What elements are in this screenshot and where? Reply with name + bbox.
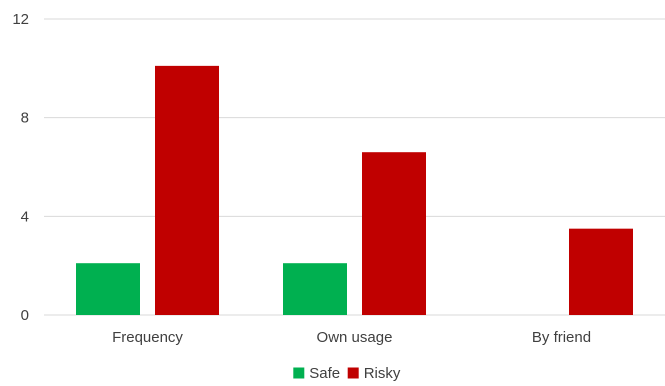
legend-label-risky: Risky bbox=[364, 365, 401, 382]
bar-risky-own-usage bbox=[362, 152, 426, 315]
y-tick-label: 12 bbox=[12, 11, 29, 28]
x-category-label: Own usage bbox=[317, 329, 393, 346]
bar-risky-by-friend bbox=[569, 228, 633, 315]
legend-swatch-risky bbox=[347, 367, 359, 379]
bar-safe-frequency bbox=[76, 263, 140, 315]
legend: Safe Risky bbox=[293, 365, 401, 382]
y-tick-label: 0 bbox=[21, 307, 29, 324]
bar-safe-own-usage bbox=[283, 263, 347, 315]
bar-risky-frequency bbox=[155, 65, 219, 315]
x-category-label: Frequency bbox=[112, 329, 183, 346]
x-category-label: By friend bbox=[532, 329, 591, 346]
y-tick-label: 8 bbox=[21, 110, 29, 127]
gridlines bbox=[44, 18, 665, 316]
legend-swatch-safe bbox=[293, 367, 305, 379]
y-tick-label: 4 bbox=[21, 208, 29, 225]
legend-label-safe: Safe bbox=[309, 365, 340, 382]
bars bbox=[76, 65, 633, 315]
y-axis-ticks: 0 4 8 12 bbox=[12, 11, 29, 324]
x-axis-labels: Frequency Own usage By friend bbox=[112, 329, 591, 346]
